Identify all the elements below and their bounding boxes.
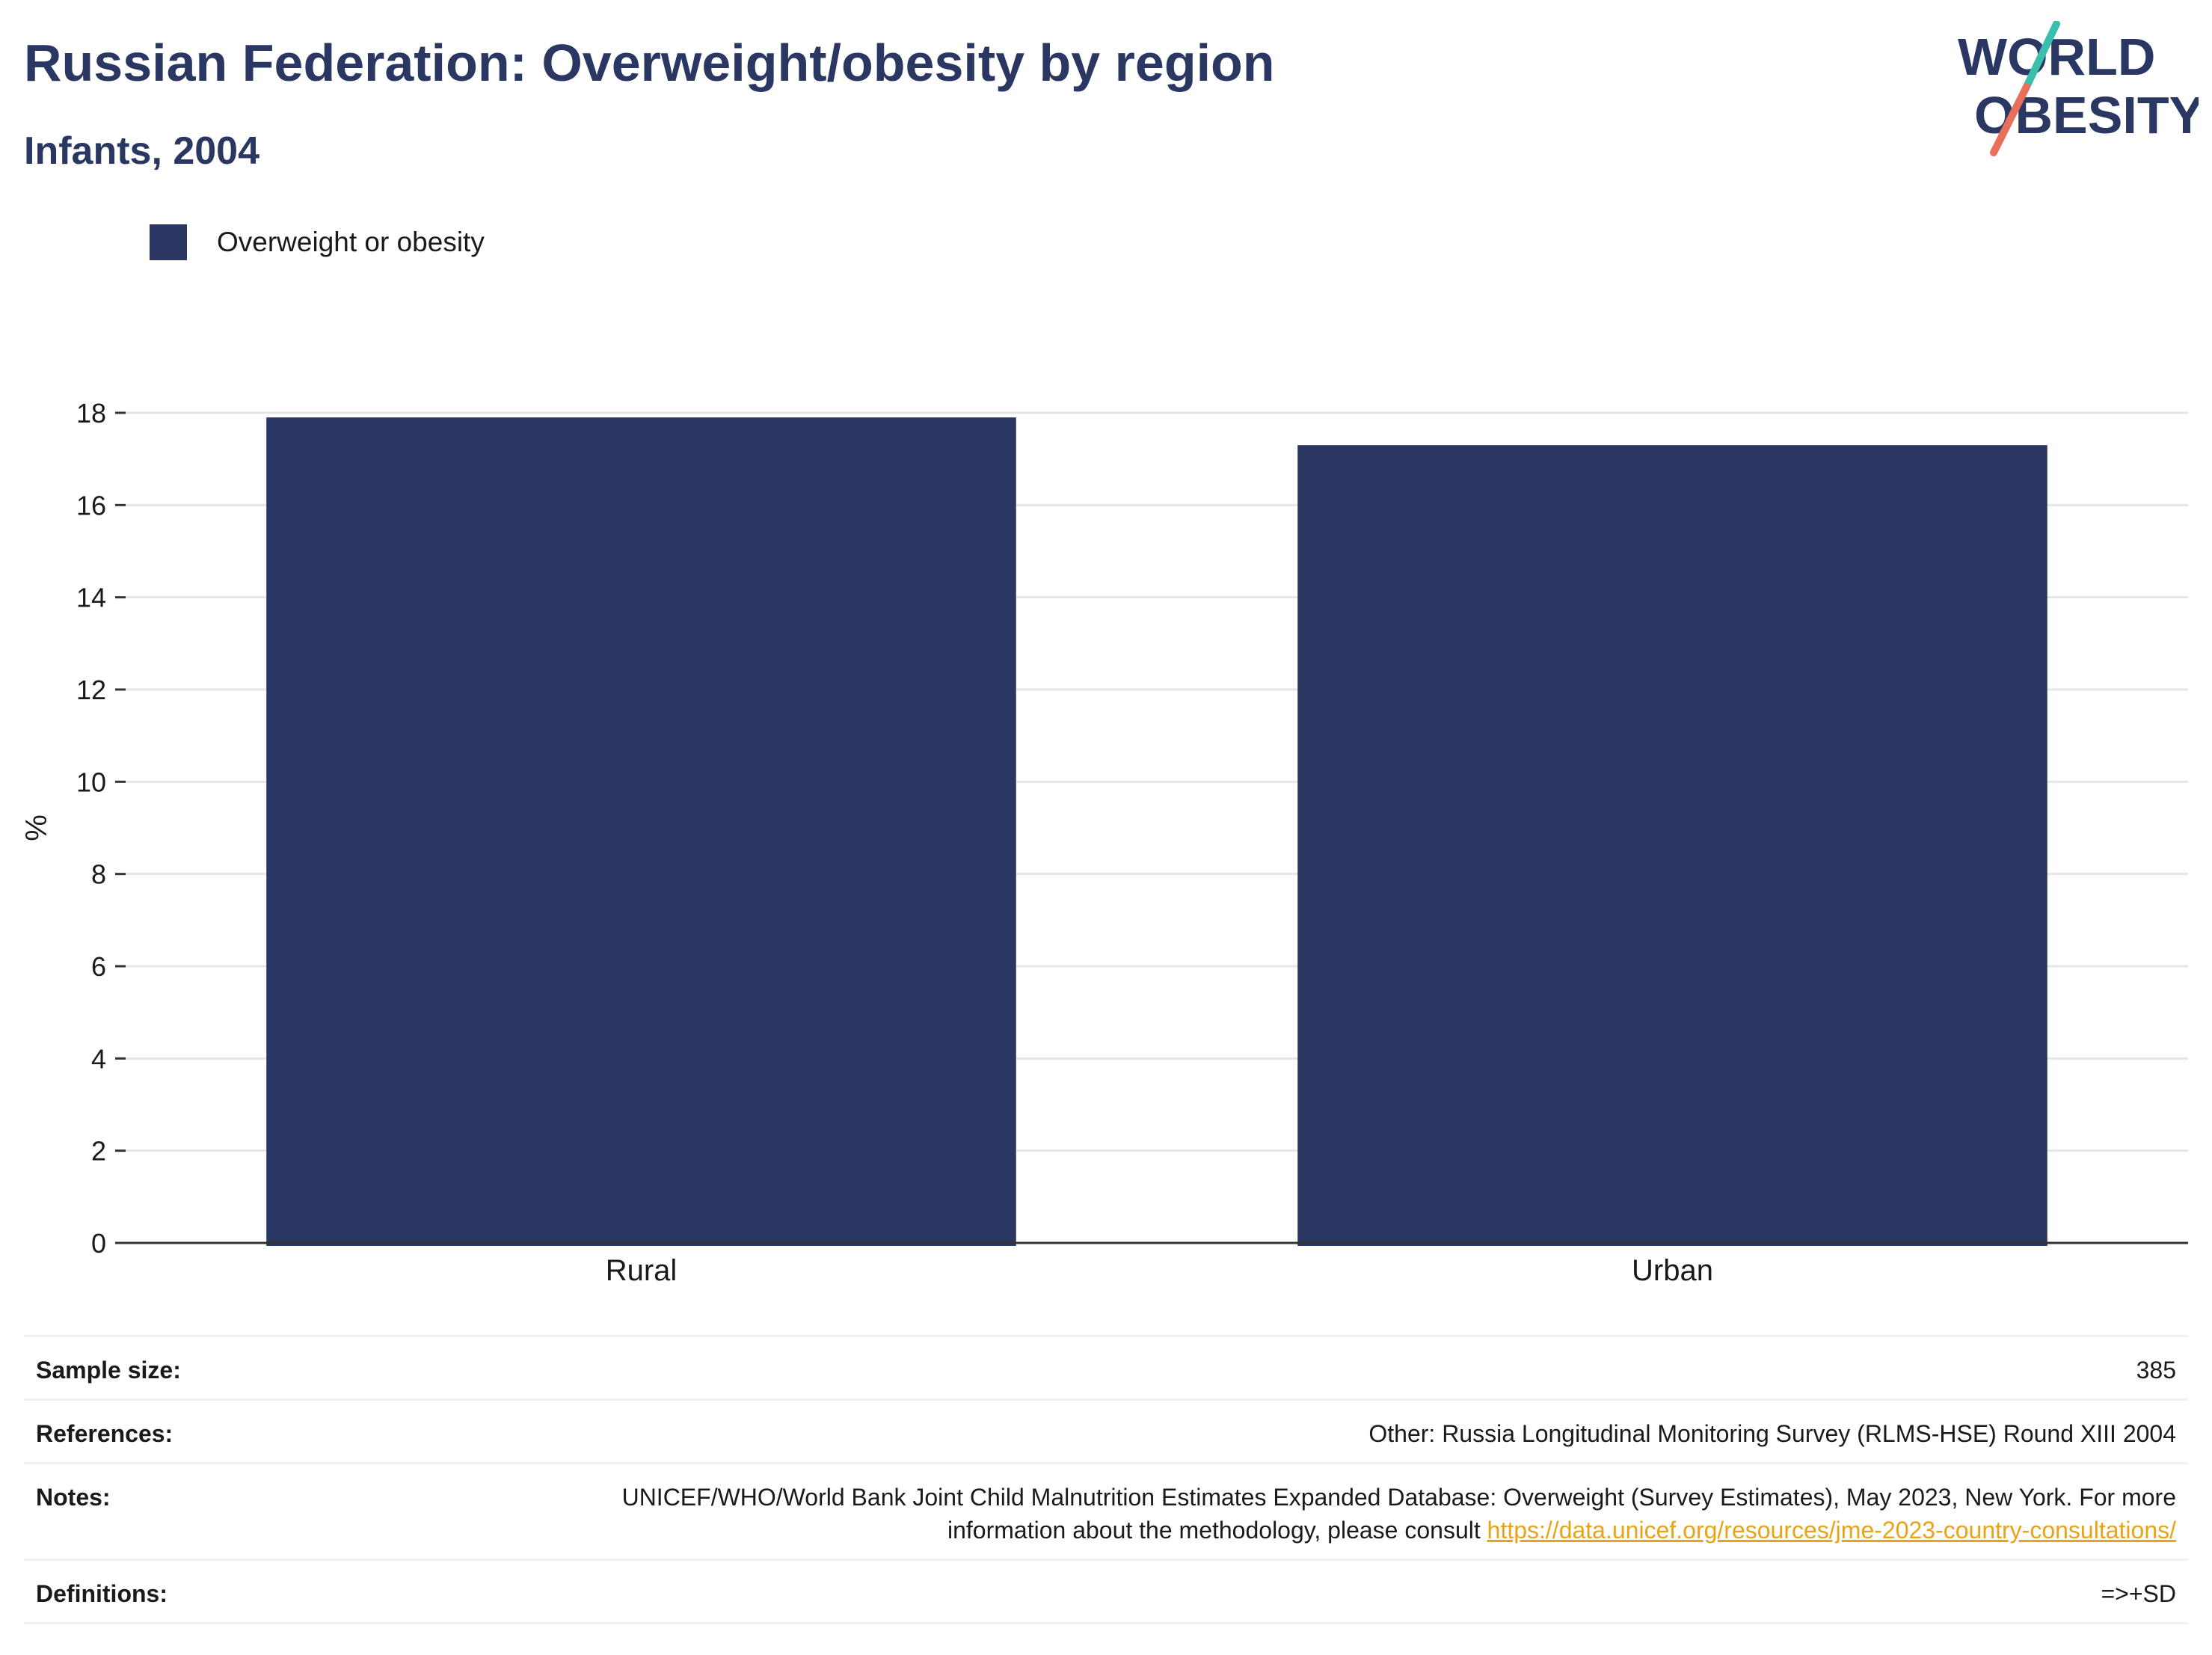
y-tick-label: 4 <box>91 1043 106 1074</box>
references-row: References: Other: Russia Longitudinal M… <box>24 1398 2188 1462</box>
logo-line1: WORLD <box>1958 28 2155 86</box>
page-title: Russian Federation: Overweight/obesity b… <box>24 34 1275 92</box>
legend-label[interactable]: Overweight or obesity <box>217 227 485 257</box>
x-tick-label: Rural <box>606 1254 678 1287</box>
world-obesity-logo: WORLD OBESITY <box>1958 21 2199 156</box>
notes-text: UNICEF/WHO/World Bank Joint Child Malnut… <box>621 1484 2176 1544</box>
definitions-value: =>+SD <box>2101 1580 2176 1607</box>
y-tick-label: 18 <box>76 398 106 429</box>
notes-link[interactable]: https://data.unicef.org/resources/jme-20… <box>1487 1517 2176 1544</box>
y-tick-label: 16 <box>76 490 106 521</box>
chart-legend: Overweight or obesity <box>150 224 485 260</box>
info-table: Sample size: 385 References: Other: Russ… <box>24 1335 2188 1624</box>
y-tick-label: 2 <box>91 1136 106 1167</box>
bar-rural <box>266 417 1016 1246</box>
y-tick-label: 10 <box>76 767 106 797</box>
y-tick-label: 14 <box>76 583 106 613</box>
y-tick-label: 12 <box>76 675 106 705</box>
x-tick-label: Urban <box>1632 1254 1713 1287</box>
y-tick-label: 0 <box>91 1228 106 1259</box>
sample-size-label: Sample size: <box>36 1357 181 1384</box>
logo-slash-top <box>2023 21 2060 90</box>
legend-swatch <box>150 224 187 260</box>
definitions-label: Definitions: <box>36 1580 168 1607</box>
y-tick-label: 6 <box>91 951 106 982</box>
references-label: References: <box>36 1420 173 1447</box>
references-value: Other: Russia Longitudinal Monitoring Su… <box>1368 1420 2176 1447</box>
notes-label: Notes: <box>36 1484 111 1511</box>
notes-row: Notes: UNICEF/WHO/World Bank Joint Child… <box>24 1462 2188 1559</box>
y-axis-label: % <box>20 814 53 841</box>
bar-chart: 0 2 4 6 8 10 12 14 16 18% Rural Urban <box>20 398 2188 1287</box>
y-tick-label: 8 <box>91 859 106 890</box>
definitions-row: Definitions: =>+SD <box>24 1559 2188 1624</box>
logo-line2: OBESITY <box>1974 86 2199 144</box>
bar-urban <box>1297 445 2047 1246</box>
page-subtitle: Infants, 2004 <box>24 129 260 173</box>
logo-slash-bottom <box>1990 83 2030 156</box>
sample-size-value: 385 <box>2136 1357 2176 1384</box>
notes-value: UNICEF/WHO/World Bank Joint Child Malnut… <box>606 1481 2176 1547</box>
sample-size-row: Sample size: 385 <box>24 1335 2188 1398</box>
